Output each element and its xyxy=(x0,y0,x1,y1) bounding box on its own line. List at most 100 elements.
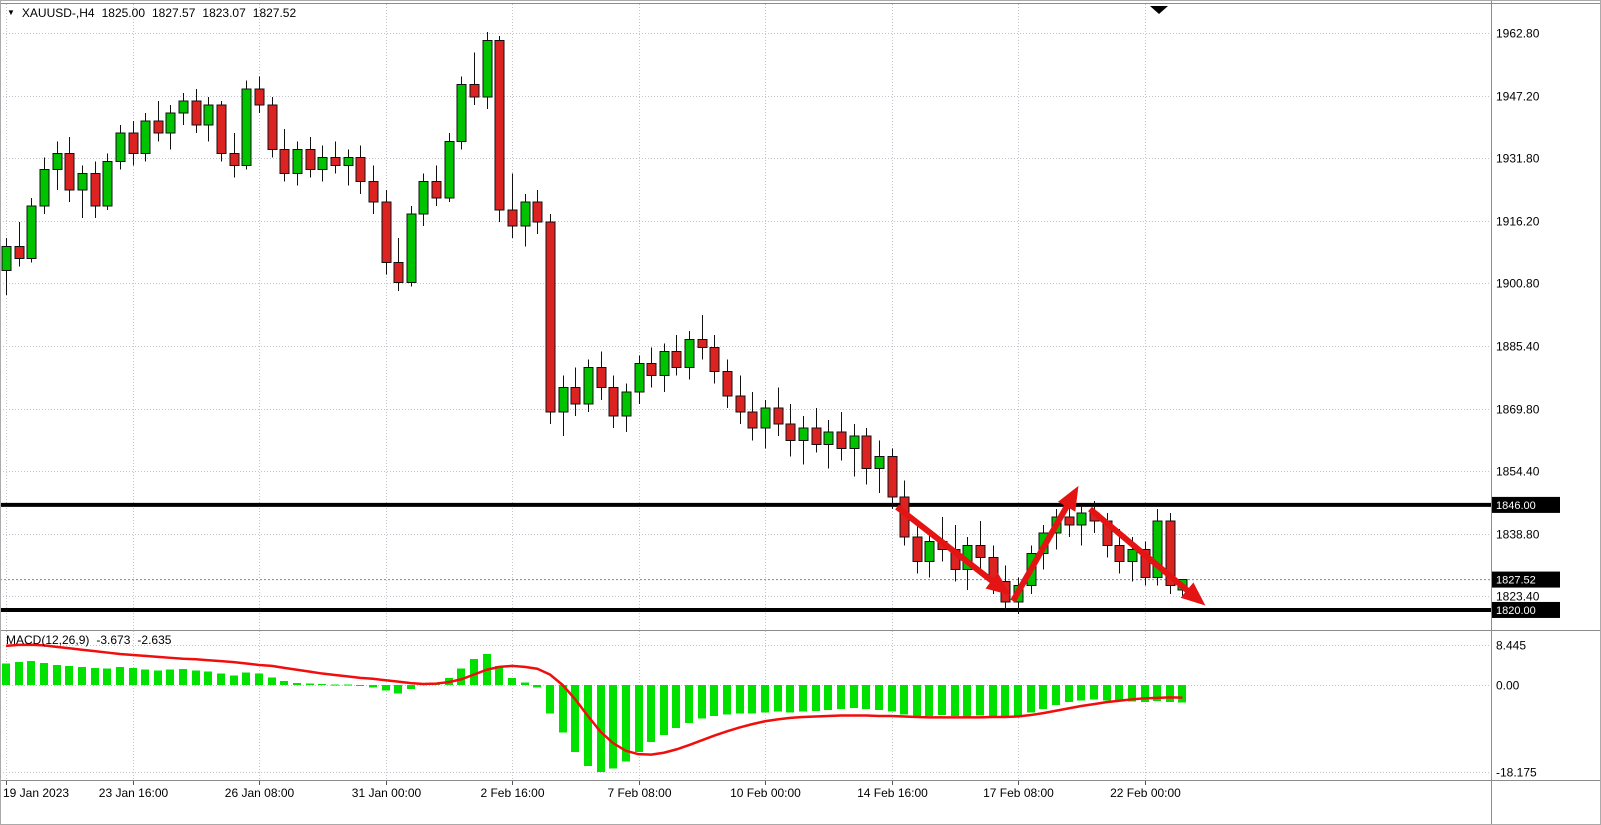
chart-shift-marker[interactable] xyxy=(1150,6,1168,14)
candle xyxy=(381,201,392,263)
macd-histogram-bar xyxy=(584,685,592,767)
candle xyxy=(1152,520,1163,579)
trend-arrow[interactable] xyxy=(895,504,1011,596)
price-axis[interactable]: 1962.80 1947.20 1931.80 1916.20 1900.80 1885.… xyxy=(1496,27,1540,780)
macd-histogram-bar xyxy=(1014,685,1022,717)
trend-arrow[interactable] xyxy=(1010,485,1079,603)
macd-histogram-bar xyxy=(78,666,86,685)
price-badge-label: 1827.52 xyxy=(1496,575,1536,587)
candle xyxy=(102,160,113,207)
candle xyxy=(583,367,594,405)
price-badge-label: 1820.00 xyxy=(1496,605,1536,617)
price-badge-label: 1846.00 xyxy=(1496,500,1536,512)
candle xyxy=(431,181,442,199)
macd-histogram-bar xyxy=(913,685,921,717)
trend-arrow[interactable] xyxy=(1088,506,1206,606)
macd-histogram-bar xyxy=(1128,685,1136,702)
candle xyxy=(393,261,404,284)
candle xyxy=(203,104,214,126)
candle xyxy=(608,387,619,417)
macd-histogram-bar xyxy=(179,668,187,685)
macd-histogram-bar xyxy=(1039,685,1047,709)
candle xyxy=(912,536,923,562)
macd-histogram-bar xyxy=(521,682,529,685)
candle xyxy=(975,544,986,558)
macd-axis-label: -18.175 xyxy=(1496,766,1537,780)
candle xyxy=(90,173,101,207)
macd-histogram-bar xyxy=(925,685,933,717)
macd-layer xyxy=(2,643,1186,772)
macd-histogram-bar xyxy=(812,685,820,711)
macd-histogram-bar xyxy=(1052,685,1060,706)
macd-histogram-bar xyxy=(774,685,782,712)
price-axis-label: 1869.80 xyxy=(1496,403,1540,417)
price-axis-label: 1854.40 xyxy=(1496,465,1540,479)
time-axis-label: 31 Jan 00:00 xyxy=(352,786,422,800)
macd-axis-label: 8.445 xyxy=(1496,639,1526,653)
candle xyxy=(153,120,164,134)
candle xyxy=(1127,548,1138,562)
macd-histogram-bar xyxy=(1090,685,1098,700)
candle xyxy=(1076,512,1087,526)
macd-histogram-bar xyxy=(217,673,225,685)
macd-histogram-bar xyxy=(900,685,908,715)
candle xyxy=(444,140,455,199)
candle xyxy=(785,423,796,441)
macd-histogram-bar xyxy=(799,685,807,712)
macd-histogram-bar xyxy=(571,685,579,752)
price-badges: 1846.00 1827.52 1820.00 xyxy=(1492,496,1560,618)
macd-histogram-bar xyxy=(685,685,693,724)
time-axis-label: 23 Jan 16:00 xyxy=(99,786,169,800)
macd-histogram-bar xyxy=(255,673,263,685)
macd-histogram-bar xyxy=(635,685,643,752)
macd-histogram-bar xyxy=(660,685,668,736)
macd-histogram-bar xyxy=(875,685,883,710)
macd-histogram-bar xyxy=(647,685,655,743)
candle xyxy=(482,39,493,98)
candle xyxy=(469,84,480,98)
time-axis[interactable]: 19 Jan 2023 23 Jan 16:00 26 Jan 08:00 31 Ja… xyxy=(3,781,1181,800)
macd-histogram-bar xyxy=(154,670,162,685)
candle xyxy=(77,173,88,191)
candle xyxy=(532,201,543,223)
macd-histogram-bar xyxy=(318,684,326,686)
macd-histogram-bar xyxy=(710,685,718,717)
price-axis-label: 1900.80 xyxy=(1496,277,1540,291)
macd-histogram-bar xyxy=(837,685,845,709)
candle xyxy=(570,387,581,405)
macd-histogram-bar xyxy=(1178,685,1186,703)
price-axis-label: 1885.40 xyxy=(1496,340,1540,354)
candles-layer xyxy=(1,32,1188,614)
candle xyxy=(317,156,328,171)
macd-histogram-bar xyxy=(166,669,174,685)
macd-histogram-bar xyxy=(204,671,212,685)
macd-histogram-bar xyxy=(698,685,706,719)
macd-histogram-bar xyxy=(242,672,250,685)
candle xyxy=(254,88,265,106)
macd-histogram-bar xyxy=(622,685,630,762)
macd-histogram-bar xyxy=(850,685,858,708)
macd-histogram-bar xyxy=(1065,685,1073,703)
macd-histogram-bar xyxy=(15,662,23,685)
candle xyxy=(456,84,467,142)
time-axis-label: 26 Jan 08:00 xyxy=(225,786,295,800)
time-axis-label: 19 Jan 2023 xyxy=(3,786,69,800)
macd-histogram-bar xyxy=(533,685,541,688)
macd-histogram-bar xyxy=(356,685,364,686)
candle xyxy=(216,104,227,154)
candle xyxy=(634,362,645,393)
macd-histogram-bar xyxy=(344,684,352,686)
macd-histogram-bar xyxy=(65,665,73,685)
candle xyxy=(330,156,341,167)
candle xyxy=(823,431,834,445)
macd-histogram-bar xyxy=(268,677,276,685)
candle xyxy=(165,112,176,134)
collapse-arrow-icon[interactable]: ▼ xyxy=(7,8,15,17)
macd-histogram-bar xyxy=(331,684,339,686)
macd-histogram-bar xyxy=(559,685,567,733)
candle xyxy=(773,407,784,425)
candle xyxy=(267,104,278,150)
candle xyxy=(1165,520,1176,587)
macd-histogram-bar xyxy=(369,685,377,688)
